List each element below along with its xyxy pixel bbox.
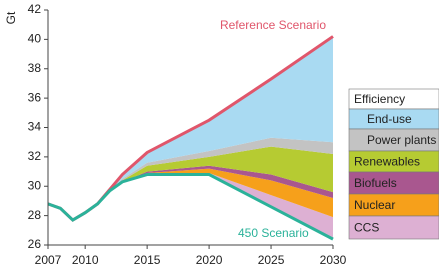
y-tick-label: 36 — [28, 90, 42, 104]
line-label: Reference Scenario — [220, 18, 326, 32]
y-axis-label: Gt — [4, 11, 18, 24]
legend-label: End-use — [367, 112, 412, 126]
legend-label: CCS — [354, 221, 379, 235]
line-label: 450 Scenario — [238, 226, 309, 240]
legend-label: Power plants — [367, 133, 436, 147]
scenario-line — [47, 173, 334, 241]
x-tick-label: 2007 — [35, 253, 62, 267]
y-tick-label: 28 — [28, 208, 42, 222]
x-tick-label: 2020 — [196, 253, 223, 267]
y-tick-label: 26 — [28, 237, 42, 251]
y-tick-label: 34 — [28, 120, 42, 134]
x-tick-label: 2010 — [72, 253, 99, 267]
x-tick-label: 2030 — [320, 253, 347, 267]
y-tick-label: 42 — [28, 2, 42, 16]
area-wedge — [48, 137, 333, 221]
x-tick-label: 2025 — [258, 253, 285, 267]
legend-label: Nuclear — [354, 198, 395, 212]
legend-label: Biofuels — [354, 176, 397, 190]
y-tick-label: 40 — [28, 32, 42, 46]
x-tick-label: 2015 — [134, 253, 161, 267]
area-wedge — [48, 36, 333, 221]
y-tick-label: 38 — [28, 61, 42, 75]
area-wedge — [48, 173, 333, 240]
y-tick-label: 32 — [28, 149, 42, 163]
y-tick-label: 30 — [28, 178, 42, 192]
legend-label: Efficiency — [354, 92, 405, 106]
area-wedge — [48, 168, 333, 221]
area-wedge — [48, 146, 333, 221]
legend-swatch — [348, 215, 439, 240]
legend-label: Renewables — [354, 155, 420, 169]
